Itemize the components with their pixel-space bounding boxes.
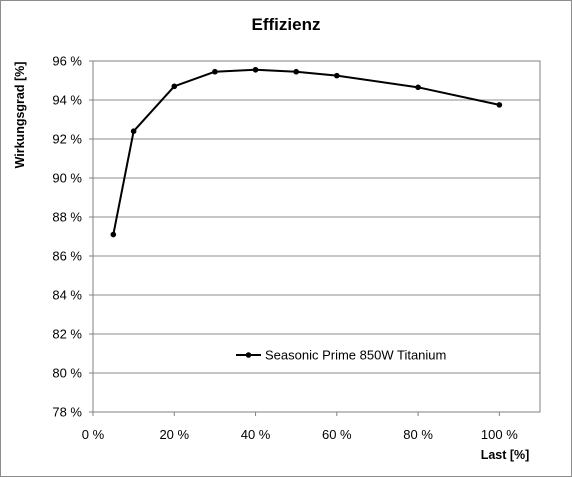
y-axis-label: Wirkungsgrad [%] — [13, 62, 27, 169]
y-tick-label: 80 % — [52, 366, 82, 381]
chart-title: Effizienz — [252, 15, 321, 34]
data-point — [171, 83, 178, 90]
data-point — [110, 231, 117, 238]
x-tick-label: 40 % — [241, 427, 271, 442]
y-tick-label: 92 % — [52, 132, 82, 147]
data-point — [293, 68, 299, 75]
x-tick-label: 60 % — [322, 427, 352, 442]
x-tick-label: 20 % — [159, 427, 189, 442]
data-point — [334, 72, 340, 79]
series-line — [112, 68, 500, 235]
y-tick-label: 94 % — [52, 93, 82, 108]
x-tick-label: 0 % — [82, 427, 105, 442]
data-point — [415, 84, 421, 91]
x-axis-label: Last [%] — [481, 448, 530, 462]
y-tick-label: 82 % — [52, 327, 82, 342]
data-point — [130, 128, 137, 134]
y-axis-ticks: 78 % 80 % 82 % 84 % 86 % 88 % 90 % 92 % 94 % 96 % — [52, 54, 93, 420]
legend-marker — [245, 352, 252, 358]
plot-area — [92, 60, 541, 413]
y-tick-label: 86 % — [52, 249, 82, 264]
data-point — [496, 102, 503, 108]
x-tick-label: 80 % — [403, 427, 433, 442]
legend: Seasonic Prime 850W Titanium — [236, 348, 446, 363]
y-tick-label: 84 % — [52, 288, 82, 303]
y-tick-label: 90 % — [52, 171, 82, 186]
y-tick-label: 78 % — [52, 405, 82, 420]
x-tick-label: 100 % — [481, 427, 518, 442]
data-point — [212, 68, 218, 75]
y-tick-label: 96 % — [52, 54, 82, 69]
series-layer — [110, 66, 503, 238]
y-tick-label: 88 % — [52, 210, 82, 225]
data-point — [252, 66, 259, 73]
legend-label: Seasonic Prime 850W Titanium — [265, 348, 446, 363]
x-axis-ticks: 0 % 20 % 40 % 60 % 80 % 100 % — [82, 412, 518, 442]
